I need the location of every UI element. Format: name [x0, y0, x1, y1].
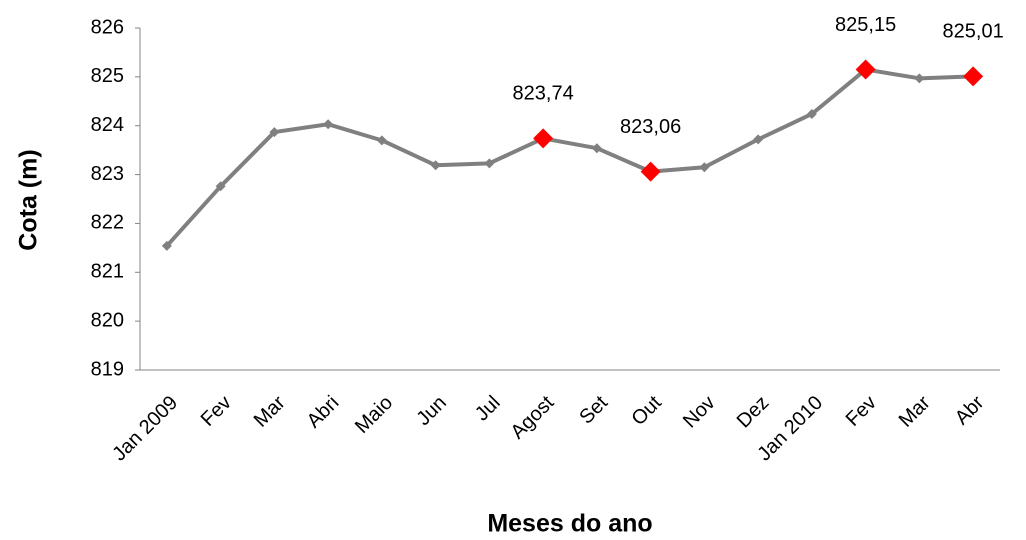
data-point	[855, 59, 876, 80]
x-tick-label: Mar	[895, 391, 935, 431]
data-point	[430, 160, 441, 171]
x-tick-label: Jun	[413, 392, 451, 430]
data-point	[215, 181, 226, 192]
y-tick-label: 822	[91, 212, 124, 234]
data-point	[323, 119, 334, 130]
x-tick-label: Jan 2009	[108, 392, 182, 466]
y-tick-label: 824	[91, 114, 124, 136]
data-point	[269, 127, 280, 138]
data-point	[806, 108, 817, 119]
x-tick-label: Abri	[303, 392, 344, 433]
data-point	[161, 240, 172, 251]
data-point	[640, 161, 661, 182]
y-axis-title: Cota (m)	[15, 149, 43, 250]
y-tick-label: 823	[91, 163, 124, 185]
y-tick-label: 825	[91, 65, 124, 87]
data-point	[963, 66, 984, 87]
data-label: 825,01	[943, 21, 1004, 43]
y-tick-label: 826	[91, 16, 124, 38]
x-tick-label: Set	[575, 391, 612, 428]
x-tick-label: Maio	[351, 392, 397, 438]
series-line	[165, 67, 974, 248]
x-tick-label: Mar	[250, 391, 290, 431]
data-point	[914, 73, 925, 84]
data-label: 825,15	[835, 14, 896, 36]
x-tick-label: Abr	[951, 391, 989, 429]
data-label: 823,74	[513, 83, 574, 105]
data-point	[484, 158, 495, 169]
y-tick-label: 819	[91, 358, 124, 380]
x-tick-label: Fev	[842, 392, 881, 431]
x-tick-label: Agost	[507, 391, 559, 443]
x-tick-label: Nov	[679, 392, 720, 433]
y-tick-label: 821	[91, 261, 124, 283]
x-tick-label: Out	[628, 391, 667, 430]
data-point	[533, 128, 554, 149]
data-point	[699, 162, 710, 173]
y-tick-label: 820	[91, 309, 124, 331]
data-point	[591, 143, 602, 154]
data-point	[376, 135, 387, 146]
data-point	[753, 134, 764, 145]
data-label: 823,06	[620, 116, 681, 138]
x-tick-label: Fev	[197, 392, 236, 431]
x-axis-title: Meses do ano	[487, 510, 652, 538]
x-tick-label: Dez	[733, 392, 774, 433]
x-tick-label: Jul	[471, 392, 505, 426]
